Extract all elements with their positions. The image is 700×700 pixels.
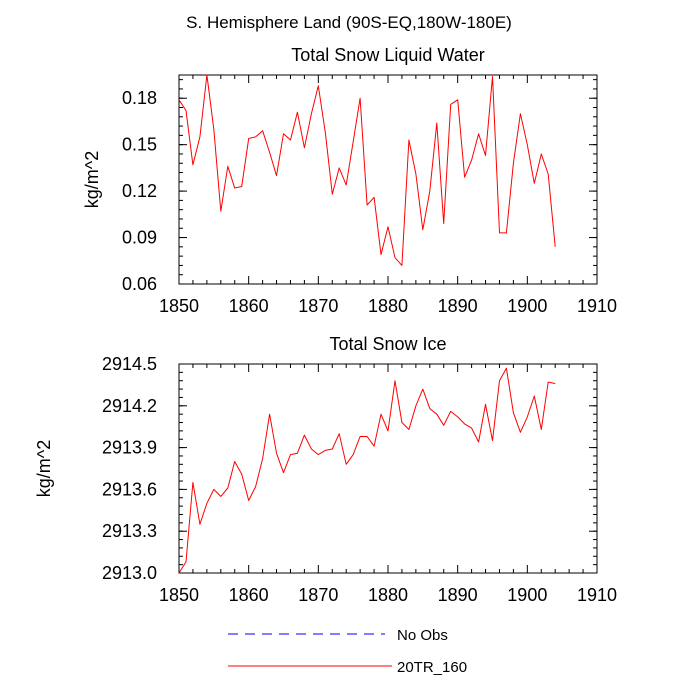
x-tick-label: 1890	[438, 296, 478, 316]
y-tick-label: 2914.5	[102, 354, 157, 374]
x-tick-label: 1900	[507, 585, 547, 605]
y-tick-label: 0.18	[122, 88, 157, 108]
series-line-20tr-160	[178, 367, 556, 574]
figure-title: S. Hemisphere Land (90S-EQ,180W-180E)	[186, 13, 512, 32]
legend-label-20tr-160: 20TR_160	[397, 659, 467, 676]
x-tick-label: 1860	[229, 585, 269, 605]
x-tick-label: 1870	[298, 585, 338, 605]
panel-snow-liquid-water: Total Snow Liquid Water 1850 1860 1870 1880 1…	[82, 45, 617, 316]
y-tick-label: 2913.0	[102, 563, 157, 583]
x-tick-label: 1910	[577, 296, 617, 316]
x-tick-label: 1850	[159, 585, 199, 605]
x-tick-label: 1880	[368, 296, 408, 316]
legend-label-no-obs: No Obs	[397, 627, 448, 644]
plot-frame	[178, 363, 598, 574]
x-tick-label: 1860	[229, 296, 269, 316]
plot-frame	[178, 74, 598, 285]
y-tick-label: 2913.9	[102, 438, 157, 458]
y-tick-label: 2913.6	[102, 479, 157, 499]
chart-title: Total Snow Liquid Water	[291, 45, 484, 65]
x-tick-label: 1850	[159, 296, 199, 316]
x-tick-label: 1900	[507, 296, 547, 316]
y-tick-label: 2914.2	[102, 396, 157, 416]
y-tick-label: 2913.3	[102, 521, 157, 541]
series-line-20tr-160	[178, 74, 556, 266]
chart-title: Total Snow Ice	[329, 334, 446, 354]
x-tick-label: 1870	[298, 296, 338, 316]
y-axis-label: kg/m^2	[34, 440, 54, 497]
legend: No Obs 20TR_160	[228, 627, 467, 676]
x-tick-label: 1910	[577, 585, 617, 605]
panel-snow-ice: Total Snow Ice 1850 1860 1870 1880 1890 1900 19…	[34, 334, 617, 605]
y-axis-label: kg/m^2	[82, 151, 102, 208]
y-tick-label: 0.15	[122, 135, 157, 155]
y-tick-label: 0.09	[122, 228, 157, 248]
x-tick-label: 1890	[438, 585, 478, 605]
y-tick-label: 0.06	[122, 274, 157, 294]
y-tick-label: 0.12	[122, 181, 157, 201]
x-tick-label: 1880	[368, 585, 408, 605]
